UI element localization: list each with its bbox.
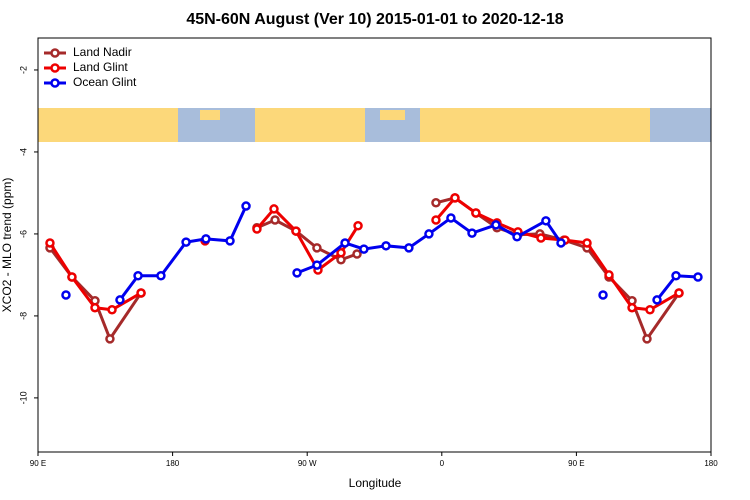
chart-title: 45N-60N August (Ver 10) 2015-01-01 to 20…: [186, 11, 563, 28]
point: [582, 238, 592, 248]
point: [627, 302, 637, 313]
y-tick-label: -8: [18, 312, 28, 320]
point: [431, 215, 441, 225]
point: [136, 288, 146, 298]
point: [252, 224, 262, 234]
point: [241, 201, 251, 211]
point: [450, 193, 460, 203]
point: [541, 216, 551, 226]
point: [352, 249, 362, 259]
point: [336, 248, 346, 258]
x-tick-label: 180: [166, 459, 180, 468]
point: [133, 270, 143, 281]
point: [107, 305, 117, 315]
point: [467, 228, 477, 238]
legend-label: Land Glint: [73, 60, 128, 74]
point: [45, 238, 55, 248]
x-tick-label: 90 E: [568, 459, 584, 468]
point: [201, 234, 211, 244]
point: [115, 295, 125, 305]
legend-label: Land Nadir: [73, 45, 132, 59]
point: [642, 334, 652, 344]
point: [353, 220, 363, 231]
x-axis-label: Longitude: [349, 476, 402, 490]
series-line: [48, 196, 681, 343]
legend-marker: [50, 48, 60, 58]
point: [652, 295, 662, 305]
x-tick-label: 90 E: [30, 459, 46, 468]
point: [671, 270, 681, 281]
point: [491, 220, 501, 230]
y-tick-label: -6: [18, 230, 28, 238]
point: [556, 238, 566, 248]
point: [404, 243, 414, 253]
point: [225, 236, 235, 246]
point: [156, 270, 166, 281]
point: [67, 272, 77, 282]
point: [291, 226, 301, 236]
point: [269, 204, 279, 214]
point: [536, 233, 546, 243]
y-tick-label: -10: [18, 391, 28, 404]
point: [359, 244, 369, 254]
point: [693, 272, 703, 282]
x-tick-label: 0: [440, 459, 445, 468]
point: [604, 270, 614, 280]
point: [471, 208, 481, 218]
point: [312, 260, 322, 270]
x-tick-label: 90 W: [298, 459, 317, 468]
point: [446, 213, 456, 223]
point: [598, 290, 608, 300]
point: [312, 243, 322, 253]
point: [292, 268, 302, 278]
legend-label: Ocean Glint: [73, 75, 137, 89]
point: [90, 302, 100, 313]
plot-frame: [37, 37, 712, 453]
y-tick-label: -4: [18, 148, 28, 156]
point: [381, 241, 391, 251]
y-axis-label: XCO2 - MLO trend (ppm): [0, 178, 14, 313]
point: [512, 232, 522, 242]
point: [645, 305, 655, 315]
map-land: [38, 108, 650, 142]
point: [424, 229, 434, 239]
x-tick-label: 180: [704, 459, 718, 468]
point: [431, 198, 441, 208]
point: [674, 288, 684, 298]
point: [270, 215, 280, 225]
point: [340, 238, 350, 248]
legend-marker: [50, 63, 60, 73]
point: [105, 334, 115, 344]
point: [181, 237, 191, 247]
y-tick-label: -2: [18, 66, 28, 74]
point: [61, 290, 71, 300]
legend-marker: [50, 78, 60, 88]
series-line: [118, 205, 699, 301]
